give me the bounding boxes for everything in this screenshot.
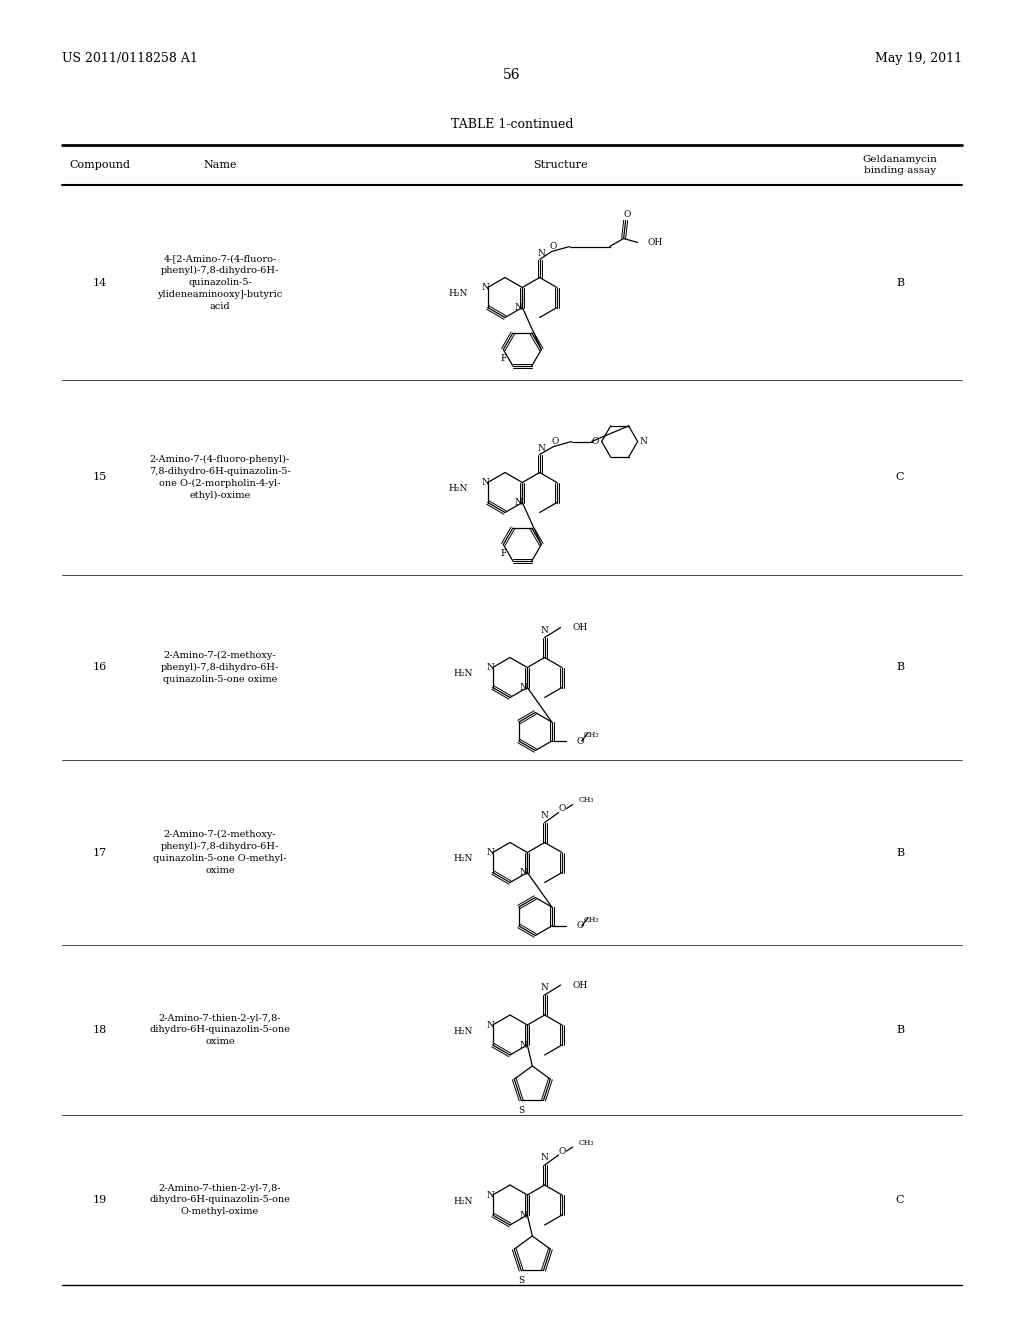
Text: N: N [519, 682, 527, 692]
Text: 2-Amino-7-(2-methoxy-
phenyl)-7,8-dihydro-6H-
quinazolin-5-one oxime: 2-Amino-7-(2-methoxy- phenyl)-7,8-dihydr… [161, 651, 280, 684]
Text: 15: 15 [93, 473, 108, 483]
Text: N: N [486, 663, 495, 672]
Text: TABLE 1-continued: TABLE 1-continued [451, 117, 573, 131]
Text: B: B [896, 847, 904, 858]
Text: N: N [640, 437, 647, 446]
Text: N: N [486, 1191, 495, 1200]
Text: O: O [577, 921, 584, 931]
Text: O: O [624, 210, 632, 219]
Text: S: S [518, 1106, 524, 1115]
Text: OH: OH [647, 238, 663, 247]
Text: N: N [541, 1154, 549, 1163]
Text: 2-Amino-7-(2-methoxy-
phenyl)-7,8-dihydro-6H-
quinazolin-5-one O-methyl-
oxime: 2-Amino-7-(2-methoxy- phenyl)-7,8-dihydr… [154, 830, 287, 875]
Text: CH₃: CH₃ [584, 731, 599, 739]
Text: Name: Name [203, 160, 237, 170]
Text: O: O [577, 737, 584, 746]
Text: N: N [538, 249, 546, 257]
Text: O: O [559, 1147, 566, 1155]
Text: N: N [541, 983, 549, 993]
Text: N: N [519, 1040, 527, 1049]
Text: N: N [481, 282, 489, 292]
Text: N: N [538, 444, 546, 453]
Text: 14: 14 [93, 277, 108, 288]
Text: N: N [486, 847, 495, 857]
Text: 2-Amino-7-(4-fluoro-phenyl)-
7,8-dihydro-6H-quinazolin-5-
one O-(2-morpholin-4-y: 2-Amino-7-(4-fluoro-phenyl)- 7,8-dihydro… [150, 455, 291, 500]
Text: O: O [550, 242, 557, 251]
Text: May 19, 2011: May 19, 2011 [874, 51, 962, 65]
Text: N: N [541, 810, 549, 820]
Text: B: B [896, 277, 904, 288]
Text: N: N [519, 1210, 527, 1220]
Text: N: N [541, 626, 549, 635]
Text: B: B [896, 1026, 904, 1035]
Text: OH: OH [572, 623, 588, 632]
Text: N: N [481, 478, 489, 487]
Text: H₂N: H₂N [454, 854, 473, 863]
Text: CH₃: CH₃ [579, 796, 594, 804]
Text: C: C [896, 1195, 904, 1205]
Text: H₂N: H₂N [449, 289, 468, 298]
Text: 2-Amino-7-thien-2-yl-7,8-
dihydro-6H-quinazolin-5-one
oxime: 2-Amino-7-thien-2-yl-7,8- dihydro-6H-qui… [150, 1014, 291, 1047]
Text: Compound: Compound [70, 160, 130, 170]
Text: H₂N: H₂N [454, 1196, 473, 1205]
Text: 56: 56 [503, 69, 521, 82]
Text: F: F [500, 549, 507, 558]
Text: N: N [486, 1020, 495, 1030]
Text: N: N [519, 869, 527, 876]
Text: H₂N: H₂N [449, 484, 468, 492]
Text: C: C [896, 473, 904, 483]
Text: O: O [592, 437, 599, 446]
Text: F: F [500, 354, 507, 363]
Text: Structure: Structure [532, 160, 588, 170]
Text: B: B [896, 663, 904, 672]
Text: 18: 18 [93, 1026, 108, 1035]
Text: O: O [552, 437, 559, 446]
Text: US 2011/0118258 A1: US 2011/0118258 A1 [62, 51, 198, 65]
Text: CH₃: CH₃ [579, 1139, 594, 1147]
Text: 2-Amino-7-thien-2-yl-7,8-
dihydro-6H-quinazolin-5-one
O-methyl-oxime: 2-Amino-7-thien-2-yl-7,8- dihydro-6H-qui… [150, 1184, 291, 1216]
Text: CH₃: CH₃ [584, 916, 599, 924]
Text: S: S [518, 1276, 524, 1284]
Text: 16: 16 [93, 663, 108, 672]
Text: O: O [559, 804, 566, 813]
Text: 4-[2-Amino-7-(4-fluoro-
phenyl)-7,8-dihydro-6H-
quinazolin-5-
ylideneaminooxy]-b: 4-[2-Amino-7-(4-fluoro- phenyl)-7,8-dihy… [158, 255, 283, 310]
Text: Geldanamycin
binding assay: Geldanamycin binding assay [862, 156, 937, 174]
Text: 17: 17 [93, 847, 108, 858]
Text: N: N [514, 304, 522, 312]
Text: H₂N: H₂N [454, 669, 473, 678]
Text: H₂N: H₂N [454, 1027, 473, 1035]
Text: 19: 19 [93, 1195, 108, 1205]
Text: OH: OH [572, 981, 588, 990]
Text: N: N [514, 498, 522, 507]
